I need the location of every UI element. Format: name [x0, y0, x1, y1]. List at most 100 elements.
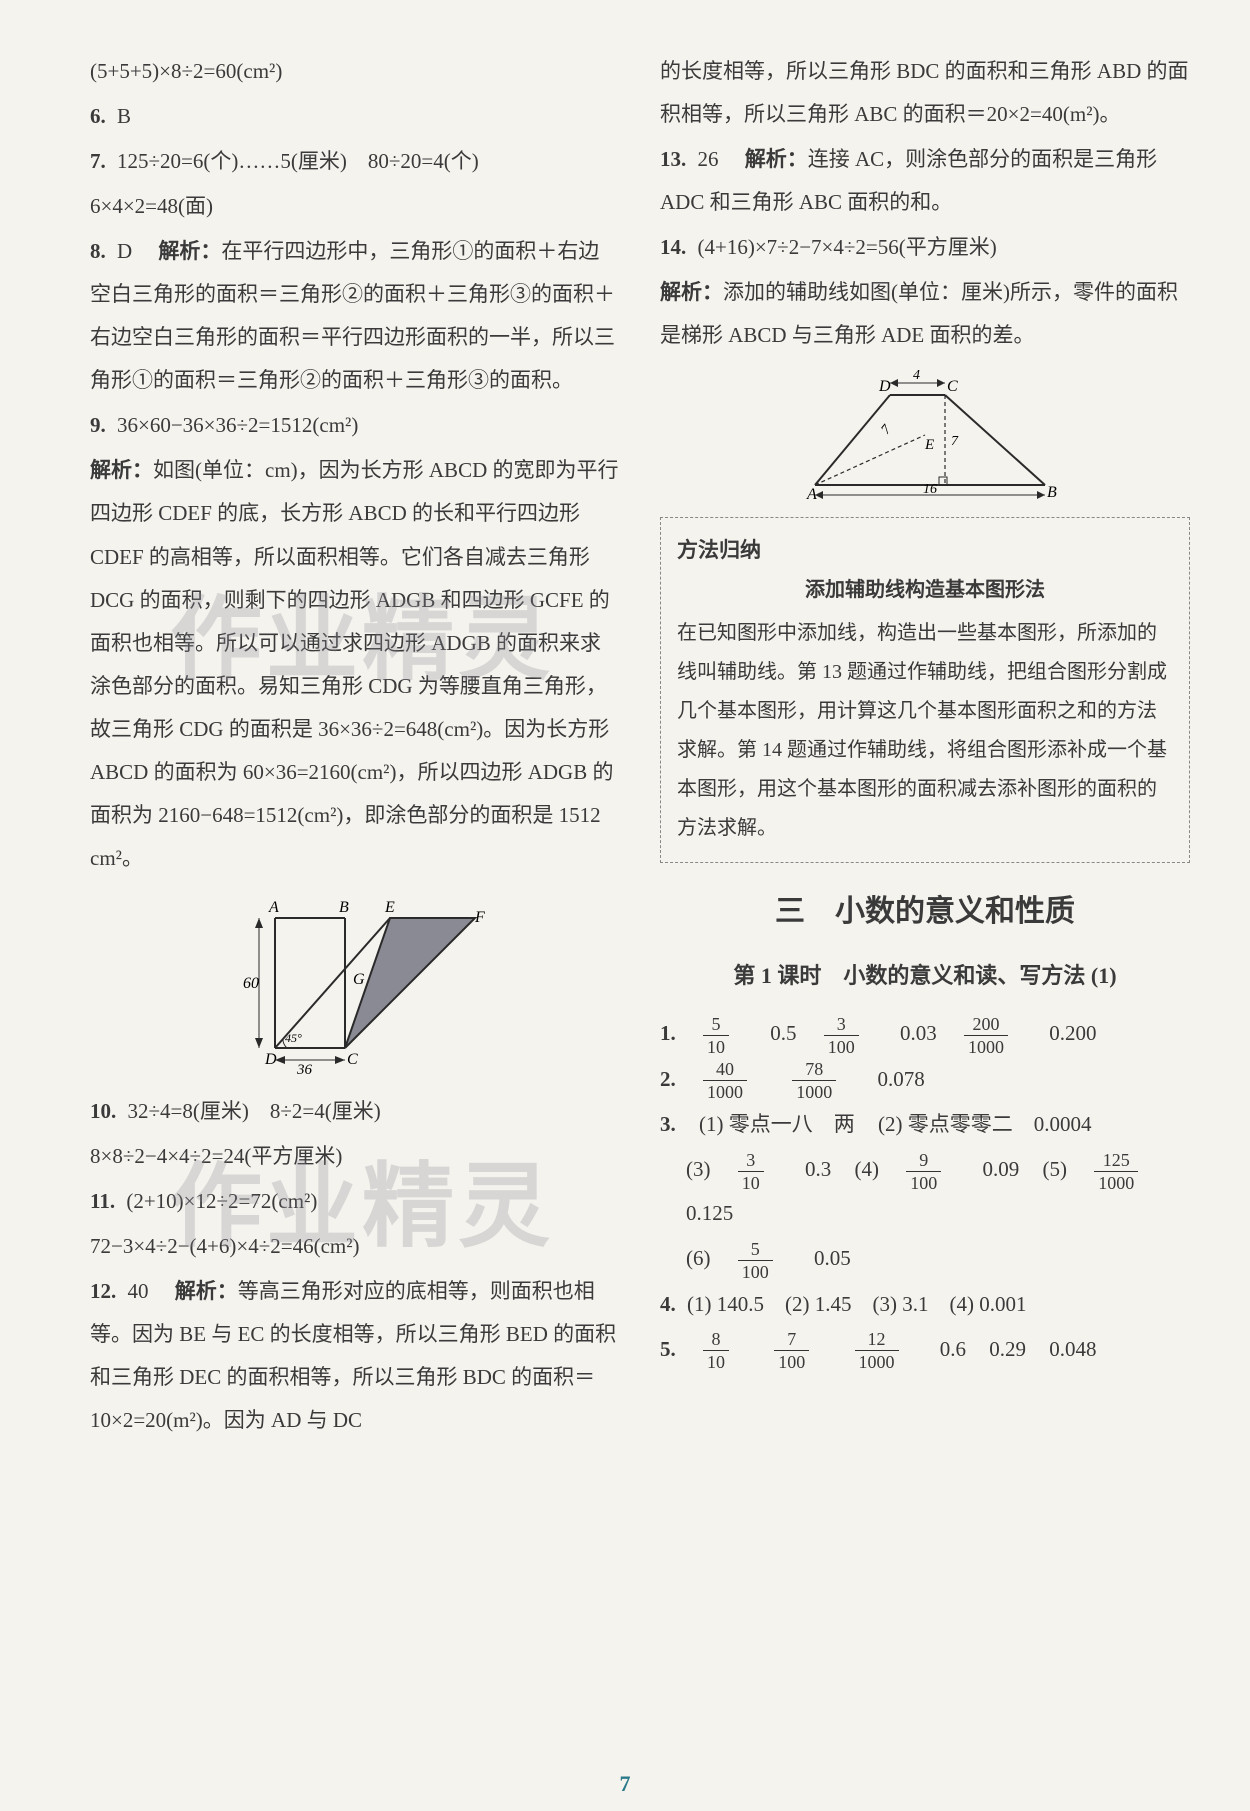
frac: 810 — [703, 1330, 747, 1371]
lbl-C: C — [347, 1051, 358, 1068]
p6n: (6) — [686, 1246, 711, 1270]
frac: 310 — [738, 1151, 782, 1192]
v1: 0.6 — [940, 1337, 966, 1361]
explain: 等高三角形对应的底相等，则面积也相等。因为 BE 与 EC 的长度相等，所以三角… — [90, 1279, 616, 1432]
v3: 0.048 — [1049, 1337, 1096, 1361]
label: 解析： — [158, 239, 221, 263]
p2: (2) 零点零零二 0.0004 — [878, 1112, 1092, 1136]
qnum: 7. — [90, 149, 106, 173]
label: 解析： — [90, 458, 153, 482]
method-box: 方法归纳 添加辅助线构造基本图形法 在已知图形中添加线，构造出一些基本图形，所添… — [660, 517, 1190, 863]
qnum: 11. — [90, 1189, 115, 1213]
answer-7b: 6×4×2=48(面) — [90, 185, 620, 228]
answer-13: 13. 26 解析：连接 AC，则涂色部分的面积是三角形 ADC 和三角形 AB… — [660, 138, 1190, 224]
v5: 0.125 — [686, 1201, 733, 1225]
lbl-A: A — [268, 899, 279, 916]
qnum: 6. — [90, 104, 106, 128]
answer-11b: 72−3×4÷2−(4+6)×4÷2=46(cm²) — [90, 1225, 620, 1268]
section-heading: 三 小数的意义和性质 — [660, 881, 1190, 943]
answer-9-explain: 解析：如图(单位：cm)，因为长方形 ABCD 的宽即为平行四边形 CDEF 的… — [90, 449, 620, 879]
answer-7a: 7. 125÷20=6(个)……5(厘米) 80÷20=4(个) — [90, 140, 620, 183]
qnum: 1. — [660, 1021, 676, 1045]
v4: 0.09 — [983, 1157, 1020, 1181]
frac: 2001000 — [964, 1015, 1026, 1056]
p3n: (3) — [686, 1157, 711, 1181]
answer-11a: 11. (2+10)×12÷2=72(cm²) — [90, 1180, 620, 1223]
val: 0.03 — [900, 1021, 937, 1045]
qnum: 14. — [660, 235, 686, 259]
dim-top: 4 — [913, 368, 920, 383]
qnum: 9. — [90, 413, 106, 437]
expr: (4+16)×7÷2−7×4÷2=56(平方厘米) — [698, 235, 997, 259]
dim-bot: 16 — [923, 482, 937, 497]
p5n: (5) — [1043, 1157, 1068, 1181]
label: 解析： — [175, 1279, 238, 1303]
ans: D — [117, 239, 132, 263]
frac: 121000 — [855, 1330, 917, 1371]
expr: (2+10)×12÷2=72(cm²) — [126, 1189, 317, 1213]
answer-8: 8. D 解析：在平行四边形中，三角形①的面积＋右边空白三角形的面积＝三角形②的… — [90, 230, 620, 402]
row-5: 5. 810 7100 121000 0.6 0.29 0.048 — [660, 1328, 1190, 1372]
p1: (1) 零点一八 两 — [699, 1112, 855, 1136]
answer-6: 6. B — [90, 95, 620, 138]
frac: 781000 — [792, 1060, 854, 1101]
v3: 0.3 — [805, 1157, 831, 1181]
angle: 45° — [285, 1031, 302, 1045]
frac: 5100 — [738, 1240, 791, 1281]
ans: 26 — [698, 147, 719, 171]
val: 0.078 — [878, 1067, 925, 1091]
dim-h: 7 — [951, 434, 959, 449]
lbl-E: E — [924, 437, 934, 453]
figure-1: G A B E F D C 60 36 45° — [90, 888, 620, 1078]
right-column: 的长度相等，所以三角形 BDC 的面积和三角形 ABD 的面积相等，所以三角形 … — [660, 50, 1190, 1444]
val: 0.200 — [1049, 1021, 1096, 1045]
val: 0.5 — [770, 1021, 796, 1045]
row-3b: (3) 310 0.3 (4) 9100 0.09 (5) 1251000 0.… — [660, 1148, 1190, 1235]
frac: 7100 — [774, 1330, 827, 1371]
p4n: (4) — [855, 1157, 880, 1181]
row-3c: (6) 5100 0.05 — [660, 1237, 1190, 1281]
qnum: 10. — [90, 1099, 116, 1123]
expr: 32÷4=8(厘米) 8÷2=4(厘米) — [128, 1099, 381, 1123]
answer-14a: 14. (4+16)×7÷2−7×4÷2=56(平方厘米) — [660, 226, 1190, 269]
frac: 401000 — [703, 1060, 765, 1101]
lbl-E: E — [384, 899, 395, 916]
v2: 0.29 — [989, 1337, 1026, 1361]
qnum: 4. — [660, 1292, 676, 1316]
dim-60: 60 — [243, 975, 259, 992]
answer-10b: 8×8÷2−4×4÷2=24(平方厘米) — [90, 1135, 620, 1178]
qnum: 12. — [90, 1279, 116, 1303]
row-2: 2. 401000 781000 0.078 — [660, 1058, 1190, 1102]
method-subtitle: 添加辅助线构造基本图形法 — [677, 571, 1173, 610]
lbl-B: B — [1047, 484, 1057, 501]
frac: 3100 — [824, 1015, 877, 1056]
explain: 如图(单位：cm)，因为长方形 ABCD 的宽即为平行四边形 CDEF 的底，长… — [90, 458, 619, 869]
lesson-heading: 第 1 课时 小数的意义和读、写方法 (1) — [660, 953, 1190, 998]
row-1: 1. 510 0.5 3100 0.03 2001000 0.200 — [660, 1012, 1190, 1056]
figure-2: A B C D E 4 7 7 16 — [660, 365, 1190, 505]
answer-10a: 10. 32÷4=8(厘米) 8÷2=4(厘米) — [90, 1090, 620, 1133]
qnum: 8. — [90, 239, 106, 263]
explain: 添加的辅助线如图(单位：厘米)所示，零件的面积是梯形 ABCD 与三角形 ADE… — [660, 280, 1178, 347]
ans: 40 — [128, 1279, 149, 1303]
dim-side: 7 — [879, 422, 896, 438]
frac: 510 — [703, 1015, 747, 1056]
explain: 连接 AC，则涂色部分的面积是三角形 ADC 和三角形 ABC 面积的和。 — [660, 147, 1157, 214]
qnum: 3. — [660, 1112, 676, 1136]
qnum: 13. — [660, 147, 686, 171]
row-3a: 3. (1) 零点一八 两 (2) 零点零零二 0.0004 — [660, 1103, 1190, 1146]
qnum: 5. — [660, 1337, 676, 1361]
label: 解析： — [745, 147, 808, 171]
expr: 125÷20=6(个)……5(厘米) 80÷20=4(个) — [117, 149, 479, 173]
page-columns: (5+5+5)×8÷2=60(cm²) 6. B 7. 125÷20=6(个)…… — [90, 50, 1190, 1444]
answer-9: 9. 36×60−36×36÷2=1512(cm²) — [90, 404, 620, 447]
page-number: 7 — [620, 1771, 631, 1797]
frac: 1251000 — [1094, 1151, 1156, 1192]
cont-12: 的长度相等，所以三角形 BDC 的面积和三角形 ABD 的面积相等，所以三角形 … — [660, 50, 1190, 136]
ans: B — [117, 104, 131, 128]
lbl-C: C — [947, 378, 958, 395]
method-body: 在已知图形中添加线，构造出一些基本图形，所添加的线叫辅助线。第 13 题通过作辅… — [677, 614, 1173, 848]
line: (5+5+5)×8÷2=60(cm²) — [90, 50, 620, 93]
answer-14-explain: 解析：添加的辅助线如图(单位：厘米)所示，零件的面积是梯形 ABCD 与三角形 … — [660, 271, 1190, 357]
row-4: 4. (1) 140.5 (2) 1.45 (3) 3.1 (4) 0.001 — [660, 1283, 1190, 1326]
